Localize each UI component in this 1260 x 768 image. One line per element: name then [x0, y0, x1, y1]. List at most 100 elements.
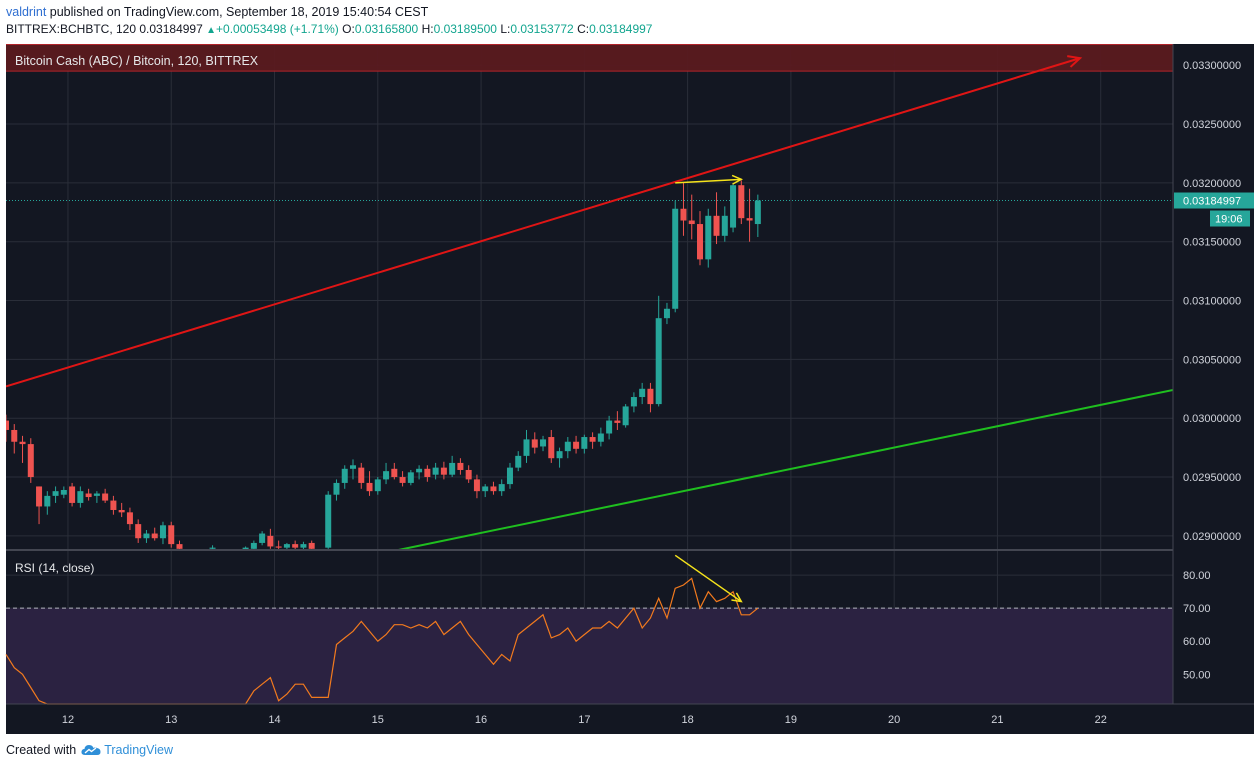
candle [564, 437, 571, 459]
candle-body [366, 482, 373, 492]
candle [292, 540, 299, 550]
candle-body [498, 484, 505, 492]
tradingview-brand[interactable]: TradingView [80, 743, 173, 757]
low-value: 0.03153772 [510, 22, 574, 36]
candle [614, 411, 621, 430]
rsi-band [6, 608, 1173, 704]
candle [407, 469, 414, 486]
candle-body [457, 462, 464, 470]
candle-body [399, 477, 406, 483]
last-price-axis-label: 0.03184997 [1183, 196, 1241, 208]
candle-body [581, 437, 588, 449]
candle-body [432, 467, 439, 475]
candle-body [44, 495, 51, 507]
time-tick-label: 17 [578, 714, 590, 726]
candle-body [473, 479, 480, 492]
candle-body [688, 220, 695, 225]
candle [283, 542, 290, 550]
candle-body [416, 468, 423, 473]
candle-body [259, 533, 266, 543]
candle [69, 482, 76, 507]
candle [655, 295, 662, 407]
candle [143, 529, 150, 543]
candle-body [333, 482, 340, 495]
author-link[interactable]: valdrint [6, 5, 47, 19]
candle-body [283, 544, 290, 548]
rsi-yellow-arrow [674, 554, 742, 603]
candle [358, 462, 365, 489]
candle-body [126, 512, 133, 525]
candle [746, 188, 753, 242]
candle-body [540, 439, 547, 447]
candle [209, 545, 216, 550]
candle [688, 194, 695, 240]
candle-body [151, 533, 158, 539]
candle [531, 432, 538, 454]
candle-body [60, 489, 67, 495]
chart-title: Bitcoin Cash (ABC) / Bitcoin, 120, BITTR… [15, 54, 259, 68]
candle-body [440, 467, 447, 475]
candle-body [209, 547, 216, 549]
candle [639, 382, 646, 405]
candle [506, 462, 513, 489]
green-trendline [398, 388, 1173, 550]
candle [473, 474, 480, 499]
time-axis-labels: 12 13 14 15 16 17 18 19 20 21 22 [62, 714, 1107, 726]
candle-body [680, 208, 687, 221]
close-value: 0.03184997 [589, 22, 653, 36]
price-tick-label: 0.03150000 [1183, 237, 1241, 249]
candle [622, 404, 629, 428]
low-label: L: [500, 22, 511, 36]
candle [440, 461, 447, 480]
price-tick-label: 0.03100000 [1183, 296, 1241, 308]
candle [93, 491, 100, 503]
candle-body [531, 439, 538, 448]
close-label: C: [577, 22, 590, 36]
candle-body [242, 547, 249, 550]
candle [325, 491, 332, 549]
candle [457, 458, 464, 475]
candle-body [597, 433, 604, 442]
candle [159, 521, 166, 545]
candle [573, 435, 580, 454]
candle [6, 414, 9, 442]
candle [60, 486, 67, 499]
candle-body [713, 215, 720, 236]
candle [663, 302, 670, 325]
candle [705, 208, 712, 268]
candle [432, 462, 439, 480]
candle-body [606, 420, 613, 434]
candle [556, 447, 563, 468]
candle [606, 415, 613, 440]
candle-body [697, 224, 704, 260]
brand-text: TradingView [104, 743, 173, 757]
candle-body [506, 467, 513, 485]
price-chart[interactable]: Bitcoin Cash (ABC) / Bitcoin, 120, BITTR… [0, 0, 1260, 740]
candle [548, 429, 555, 463]
candle-body [27, 444, 34, 478]
price-tick-label: 0.03300000 [1183, 60, 1241, 72]
created-with-text: Created with [6, 743, 77, 757]
open-label: O: [342, 22, 355, 36]
up-triangle-icon: ▲ [206, 25, 217, 36]
candle-body [135, 524, 142, 539]
candle [85, 488, 92, 501]
candle-body [407, 472, 414, 483]
candle [672, 200, 679, 313]
price-axis-background [1173, 44, 1254, 704]
candle-body [589, 437, 596, 442]
candle [647, 382, 654, 413]
candle [589, 432, 596, 449]
last-price-box [1174, 192, 1254, 209]
candle-body [350, 465, 357, 469]
candle [44, 491, 51, 515]
rsi-title: RSI (14, close) [15, 561, 94, 575]
price-tick-label: 0.03250000 [1183, 119, 1241, 131]
candle [730, 182, 737, 233]
candle [19, 435, 26, 463]
candle [449, 455, 456, 478]
candle [11, 424, 18, 454]
candle [754, 194, 761, 237]
candle-body [482, 486, 489, 492]
candle-body [85, 493, 92, 498]
